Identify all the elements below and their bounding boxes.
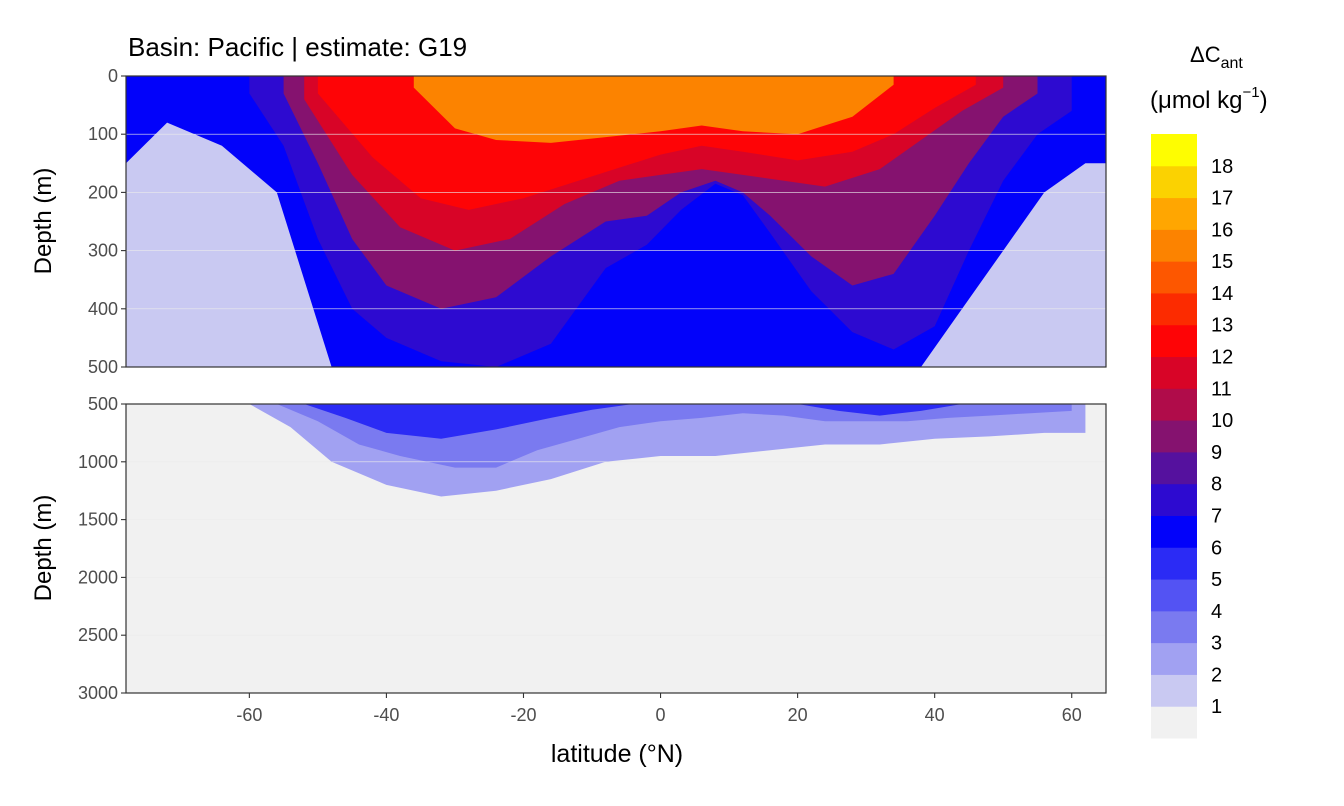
- bottom-contour-band-2: [304, 404, 963, 439]
- x-axis-label: latitude (°N): [551, 740, 683, 768]
- legend-label-14: 14: [1211, 283, 1233, 305]
- bottom-y-tick-label-4: 2500: [78, 625, 118, 645]
- x-tick-label-6: 60: [1062, 705, 1082, 725]
- legend-label-15: 15: [1211, 251, 1233, 273]
- legend-label-4: 4: [1211, 601, 1222, 623]
- x-tick-label-1: -40: [373, 705, 399, 725]
- legend-swatch-6: [1151, 515, 1197, 548]
- x-tick-label-4: 20: [788, 705, 808, 725]
- legend-label-11: 11: [1211, 378, 1232, 400]
- top-panel: 0 100 200 300 400 500: [88, 66, 1107, 377]
- legend-swatch-2: [1151, 642, 1197, 675]
- legend-label-18: 18: [1211, 156, 1233, 178]
- bottom-panel-contours: [126, 404, 1106, 693]
- legend-swatch-13: [1151, 292, 1197, 326]
- legend-swatch-18: [1151, 134, 1197, 167]
- top-panel-grid: [126, 76, 1106, 367]
- legend-label-2: 2: [1211, 664, 1222, 686]
- top-y-tick-label-0: 0: [108, 66, 118, 86]
- legend-label-8: 8: [1211, 474, 1222, 496]
- legend-swatch-0: [1151, 706, 1197, 739]
- legend-swatch-15: [1151, 229, 1197, 262]
- legend-swatch-12: [1151, 324, 1197, 358]
- top-y-tick-label-4: 400: [88, 299, 118, 319]
- bottom-panel-grid: [126, 404, 1106, 693]
- colorbar-legend: ΔCant (μmol kg−1) 1234567891011121314151…: [1150, 42, 1268, 739]
- legend-label-12: 12: [1211, 347, 1233, 369]
- legend-swatch-9: [1151, 420, 1197, 453]
- legend-label-9: 9: [1211, 442, 1222, 464]
- legend-swatch-16: [1151, 197, 1197, 230]
- top-y-tick-label-1: 100: [88, 124, 118, 144]
- x-axis: -60 -40 -20 0 20 40 60: [236, 693, 1082, 725]
- legend-swatch-17: [1151, 165, 1197, 199]
- legend-label-10: 10: [1211, 410, 1233, 432]
- bottom-y-axis-label: Depth (m): [30, 495, 57, 602]
- bottom-y-tick-label-2: 1500: [78, 510, 118, 530]
- legend-label-13: 13: [1211, 315, 1233, 337]
- legend-swatch-7: [1151, 483, 1197, 516]
- x-tick-label-2: -20: [510, 705, 536, 725]
- bottom-panel: 500 1000 1500 2000 2500 3000: [78, 394, 1107, 703]
- top-panel-y-axis: 0 100 200 300 400 500: [88, 66, 126, 377]
- top-panel-contours: [126, 76, 1106, 367]
- x-tick-label-3: 0: [656, 705, 666, 725]
- bottom-y-tick-label-1: 1000: [78, 452, 118, 472]
- x-tick-label-5: 40: [925, 705, 945, 725]
- top-contour-band-5: [413, 76, 894, 143]
- legend-title-line2: (μmol kg−1): [1150, 84, 1268, 114]
- chart-title: Basin: Pacific | estimate: G19: [128, 32, 467, 62]
- legend-swatch-14: [1151, 261, 1197, 294]
- bottom-y-tick-label-5: 3000: [78, 683, 118, 703]
- legend-label-17: 17: [1211, 188, 1233, 210]
- legend-title-line1: ΔCant: [1190, 42, 1243, 72]
- top-panel-border: [125, 75, 1107, 368]
- legend-label-3: 3: [1211, 633, 1222, 655]
- legend-swatch-8: [1151, 451, 1197, 485]
- legend-swatch-5: [1151, 547, 1197, 580]
- legend-label-1: 1: [1211, 696, 1222, 718]
- legend-label-5: 5: [1211, 569, 1222, 591]
- x-tick-label-0: -60: [236, 705, 262, 725]
- top-y-tick-label-2: 200: [88, 182, 118, 202]
- legend-swatch-1: [1151, 674, 1197, 707]
- legend-swatch-3: [1151, 610, 1197, 644]
- top-y-axis-label: Depth (m): [30, 168, 57, 275]
- top-y-tick-label-3: 300: [88, 241, 118, 261]
- bottom-panel-border: [125, 403, 1107, 694]
- bottom-y-tick-label-0: 500: [88, 394, 118, 414]
- legend-label-7: 7: [1211, 505, 1222, 527]
- legend-swatch-11: [1151, 356, 1197, 389]
- legend-label-16: 16: [1211, 219, 1233, 241]
- bottom-y-tick-label-3: 2000: [78, 567, 118, 587]
- legend-swatch-4: [1151, 579, 1197, 612]
- legend-colorbar: [1151, 134, 1197, 739]
- top-y-tick-label-5: 500: [88, 357, 118, 377]
- bottom-panel-y-axis: 500 1000 1500 2000 2500 3000: [78, 394, 126, 703]
- legend-label-6: 6: [1211, 537, 1222, 559]
- legend-swatch-10: [1151, 388, 1197, 421]
